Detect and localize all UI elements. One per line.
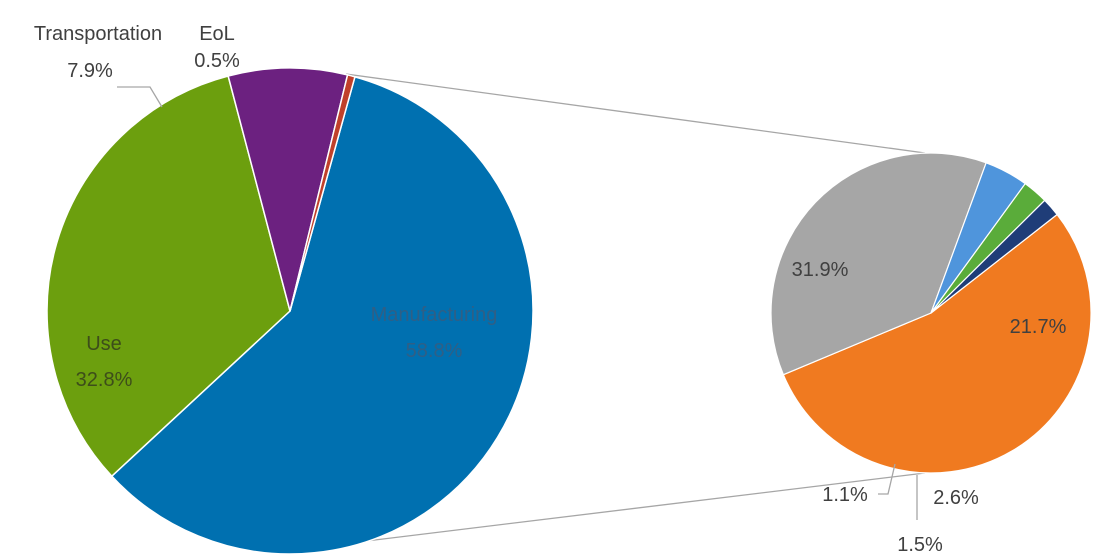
connector-line-bottom: [349, 472, 926, 544]
slice-use: [46, 75, 291, 478]
label-sub-value-1: 31.9%: [792, 259, 849, 281]
label-manufacturing-value: 58.8%: [406, 340, 463, 362]
label-transportation-name: Transportation: [34, 23, 162, 45]
label-sub-value-3: 2.6%: [933, 487, 979, 509]
label-sub-value-4: 1.5%: [897, 534, 943, 555]
label-use-value: 32.8%: [76, 369, 133, 391]
sub-slice-1: [782, 213, 1092, 474]
label-eol-value: 0.5%: [194, 50, 240, 72]
label-sub-value-2: 21.7%: [1010, 316, 1067, 338]
slice-eol: [289, 74, 356, 312]
label-use-name: Use: [86, 333, 122, 355]
connector-line-top: [345, 73, 926, 154]
label-eol-name: EoL: [199, 23, 235, 45]
label-transportation-value: 7.9%: [67, 60, 113, 82]
sub-slice-2: [770, 152, 987, 376]
label-manufacturing-name: Manufacturing: [371, 304, 498, 326]
sub-slice-5: [930, 199, 1058, 314]
label-sub-value-5: 1.1%: [822, 484, 868, 506]
slice-manufacturing: [110, 75, 534, 555]
leader-1-1: [878, 463, 896, 495]
slice-transportation: [227, 67, 349, 312]
leader-transportation: [117, 86, 163, 108]
